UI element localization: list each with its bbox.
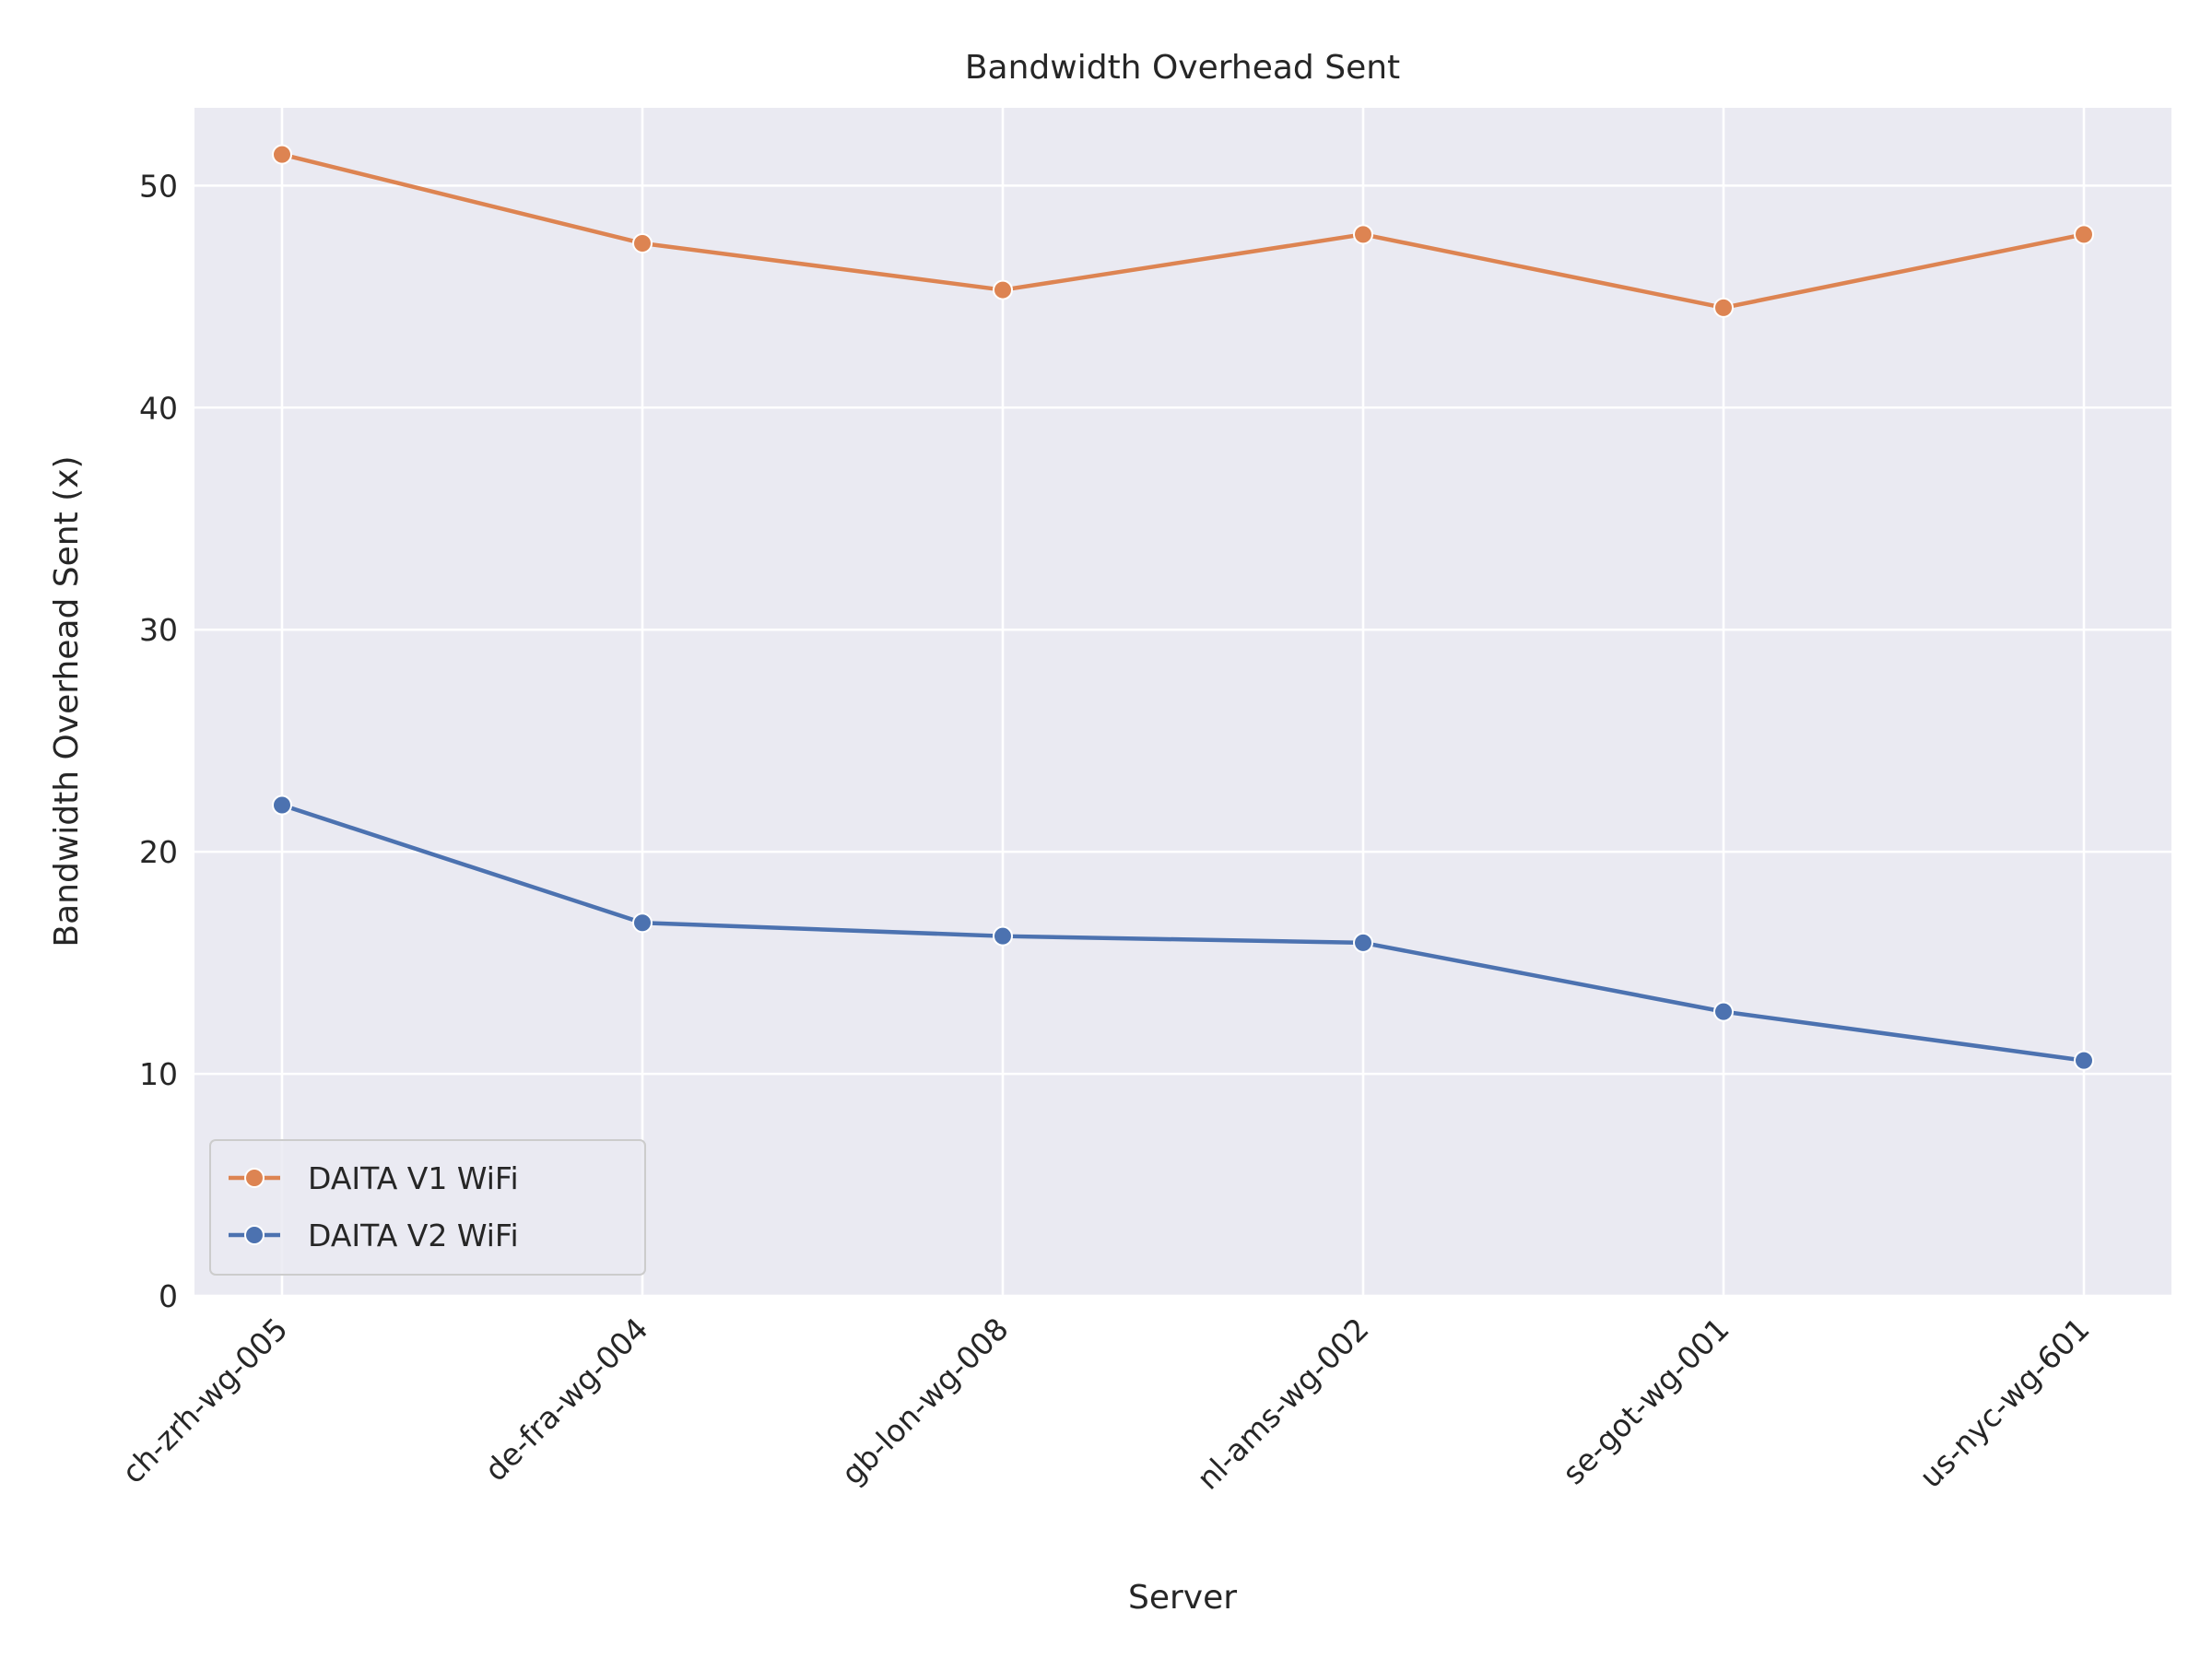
y-tick-label: 40: [139, 390, 178, 426]
legend-marker: [244, 1168, 265, 1188]
data-point: [272, 794, 292, 816]
series-2: [272, 794, 2094, 1071]
data-point: [632, 232, 653, 253]
y-axis-ticks: 0 10 20 30 40 50: [139, 168, 178, 1314]
x-axis-label: Server: [1128, 1579, 1237, 1617]
chart-title: Bandwidth Overhead Sent: [965, 49, 1400, 87]
data-point: [632, 912, 653, 934]
series-1: [272, 144, 2094, 318]
plot-area: [194, 108, 2171, 1296]
legend-label: DAITA V1 WiFi: [308, 1160, 519, 1196]
legend-box: [209, 1139, 646, 1276]
y-tick-label: 10: [139, 1056, 178, 1092]
legend: DAITA V1 WiFi DAITA V2 WiFi: [209, 1139, 646, 1276]
data-point: [2074, 1050, 2094, 1071]
y-tick-label: 0: [159, 1278, 178, 1314]
y-tick-label: 30: [139, 612, 178, 648]
data-point: [1713, 1001, 1734, 1022]
data-point: [1353, 224, 1373, 245]
y-tick-label: 20: [139, 834, 178, 870]
data-point: [272, 144, 292, 165]
legend-item: DAITA V1 WiFi: [229, 1160, 519, 1196]
series-line: [279, 152, 2087, 311]
data-point: [993, 925, 1013, 947]
grid-lines: [194, 108, 2171, 1298]
series-layer: [272, 144, 2094, 1071]
series-line: [279, 803, 2087, 1063]
legend-marker: [244, 1225, 265, 1245]
legend-label: DAITA V2 WiFi: [308, 1218, 519, 1253]
y-axis-label: Bandwidth Overhead Sent (x): [48, 455, 86, 947]
data-point: [993, 279, 1013, 300]
data-point: [1713, 297, 1734, 318]
data-point: [2074, 224, 2094, 245]
y-tick-label: 50: [139, 168, 178, 204]
data-point: [1353, 932, 1373, 953]
legend-item: DAITA V2 WiFi: [229, 1218, 519, 1253]
